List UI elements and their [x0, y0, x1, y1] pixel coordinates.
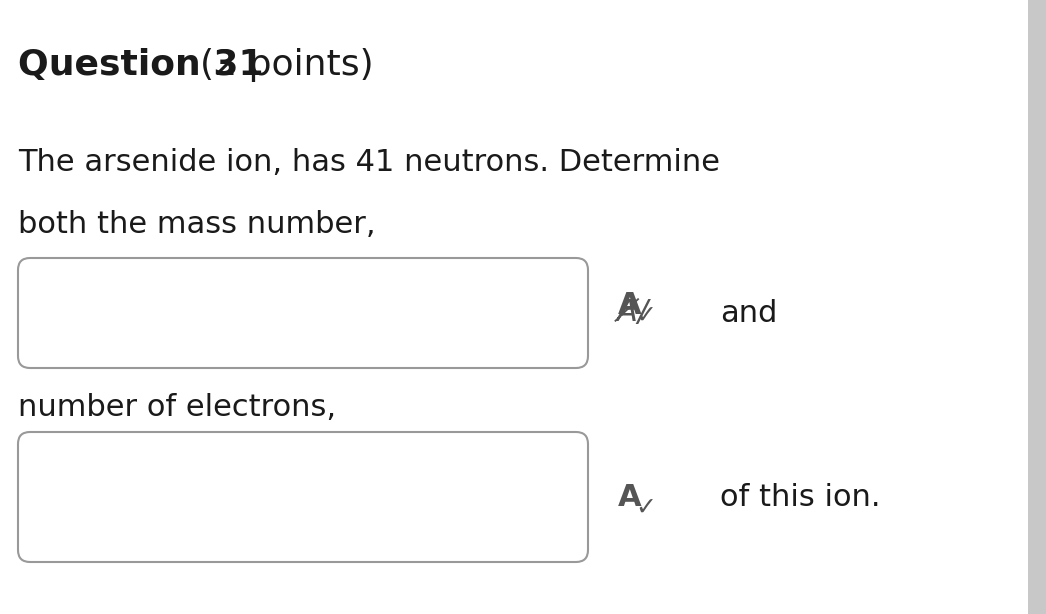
- FancyBboxPatch shape: [18, 432, 588, 562]
- Text: A: A: [618, 290, 641, 319]
- Text: and: and: [720, 298, 777, 327]
- Text: number of electrons,: number of electrons,: [18, 393, 336, 422]
- FancyBboxPatch shape: [18, 258, 588, 368]
- Text: A̸/: A̸/: [618, 298, 650, 327]
- Text: ✓: ✓: [635, 304, 656, 328]
- Text: Question 31: Question 31: [18, 48, 264, 82]
- Text: A: A: [618, 483, 641, 511]
- Text: ✓: ✓: [635, 496, 656, 520]
- Text: The arsenide ion, has 41 neutrons. Determine: The arsenide ion, has 41 neutrons. Deter…: [18, 148, 720, 177]
- Text: both the mass number,: both the mass number,: [18, 210, 376, 239]
- Bar: [1028, 0, 1046, 614]
- Text: of this ion.: of this ion.: [720, 483, 881, 511]
- Text: (2 points): (2 points): [200, 48, 373, 82]
